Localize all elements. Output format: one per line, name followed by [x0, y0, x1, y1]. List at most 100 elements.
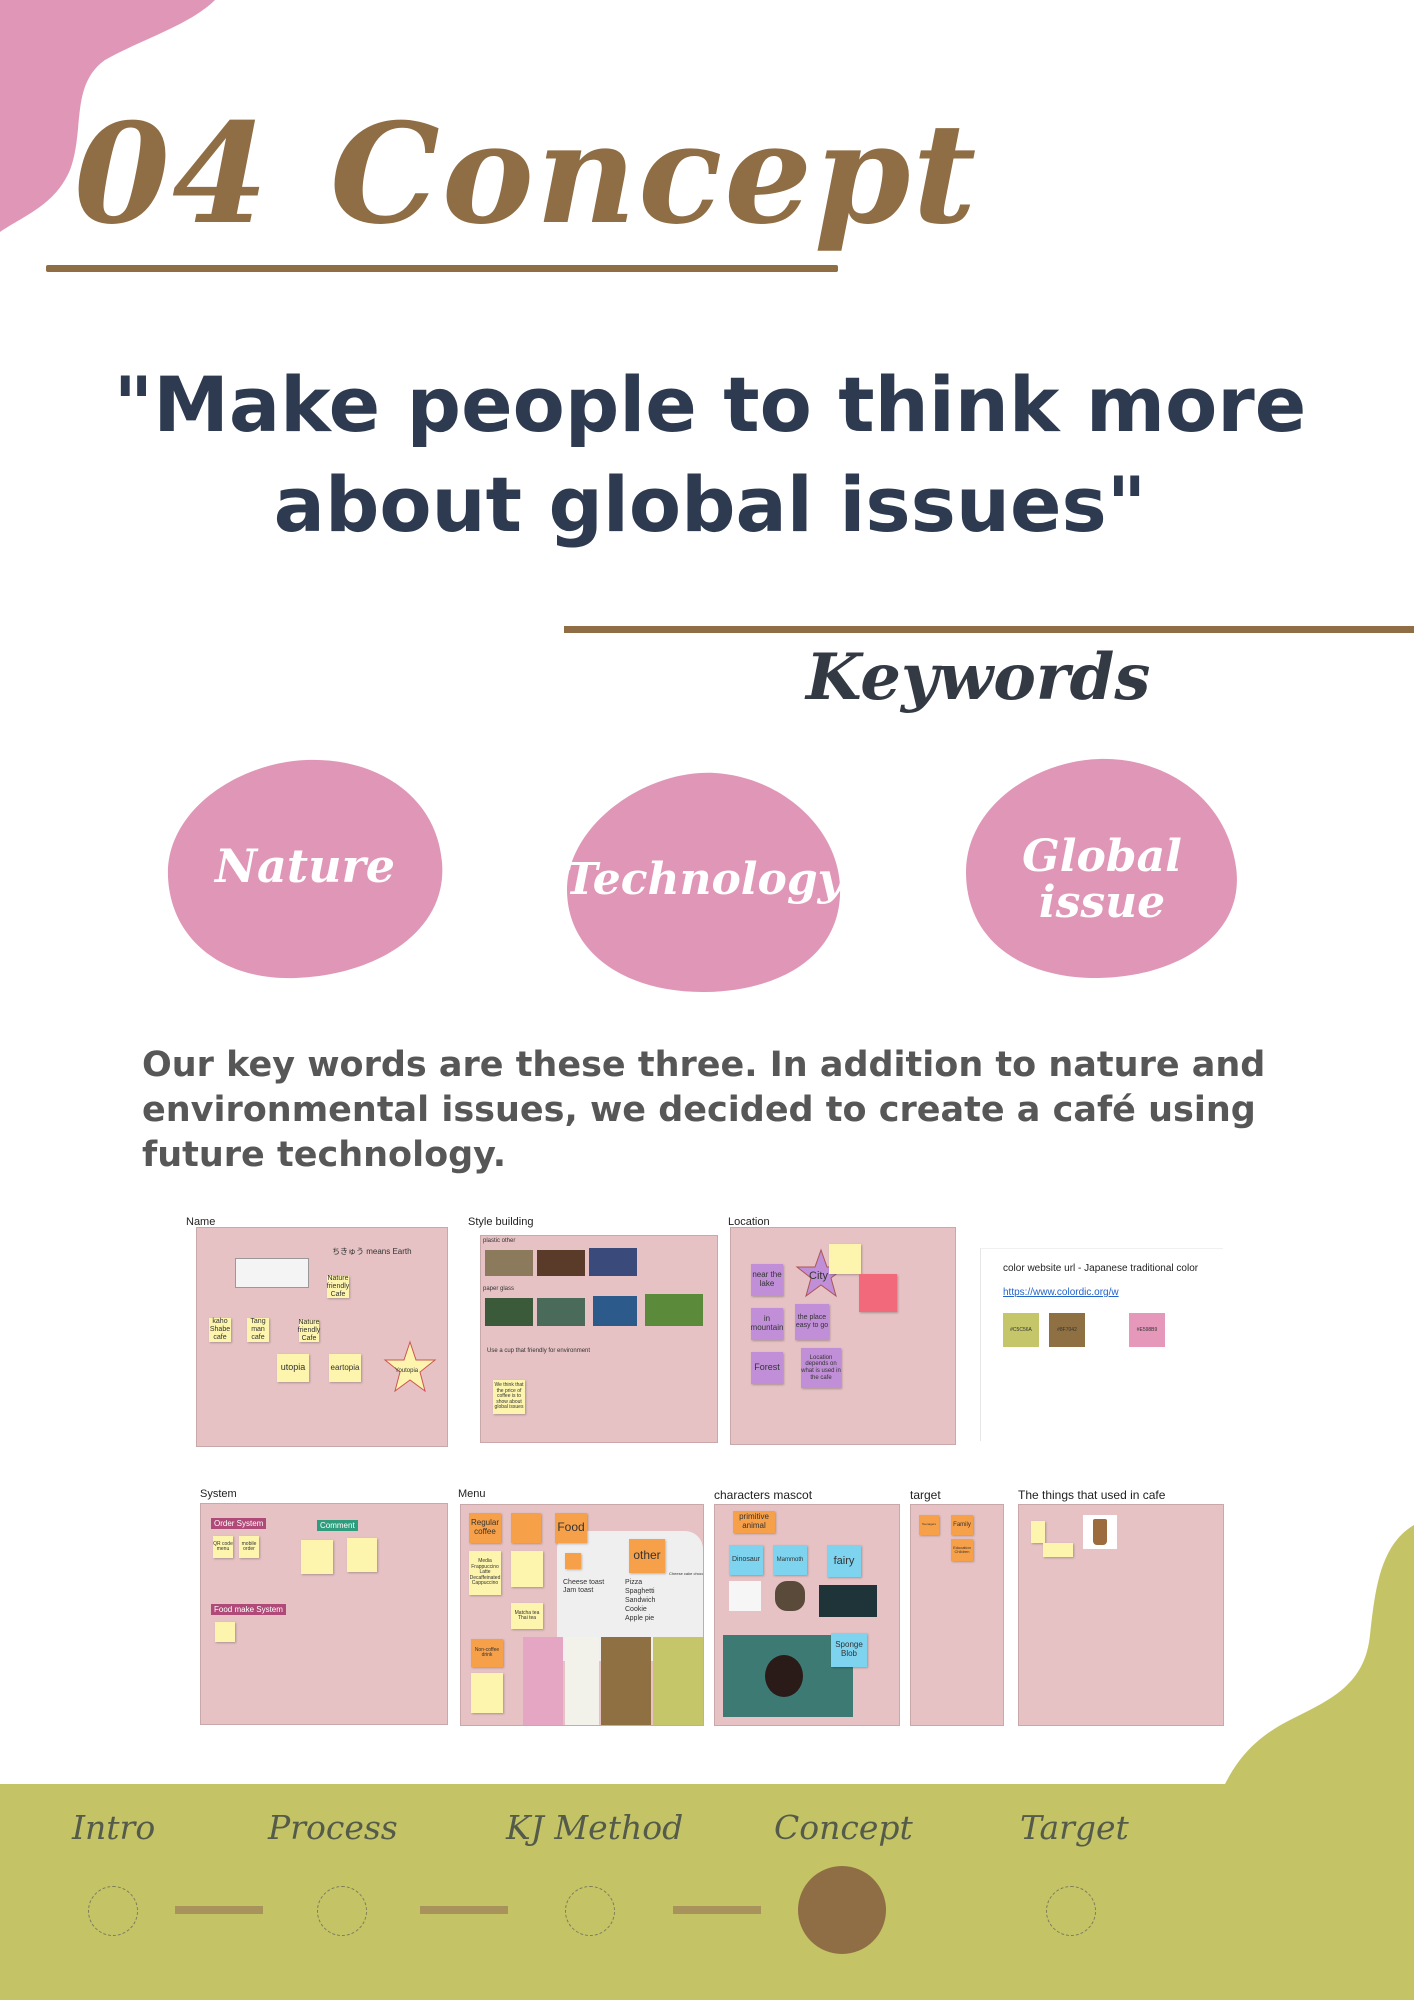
sticky-note: Media Frappuccino Latte Decaffeinated Ca… [469, 1551, 501, 1595]
board-characters: primitive animal Dinosaur Mammoth fairy … [714, 1504, 900, 1726]
photo-thumbnail [485, 1250, 533, 1276]
section-number: 04 [74, 92, 271, 255]
board-location: near the lake City in mountain the place… [730, 1227, 956, 1445]
color-board-label: color website url - Japanese traditional… [1003, 1263, 1199, 1274]
nav-item-process[interactable]: Process [268, 1808, 398, 1847]
menu-food-item: Cheese toast [563, 1579, 605, 1586]
name-board-title-note: ちきゅう means Earth [332, 1247, 412, 1256]
nav-item-concept[interactable]: Concept [774, 1808, 913, 1847]
sticky-note: mobile order [239, 1536, 259, 1558]
menu-sheet [565, 1637, 599, 1725]
menu-other-item: Sandwich [625, 1597, 656, 1604]
sticky-note [1043, 1543, 1073, 1557]
board-label-menu: Menu [458, 1488, 486, 1500]
board-style-building: plastic other paper glass Use a cup that… [480, 1235, 718, 1443]
section-heading: 04 Concept [74, 105, 978, 243]
sticky-note: Non-coffee drink [471, 1639, 503, 1667]
nav-dot-concept-active[interactable] [798, 1866, 886, 1954]
sticky-note: Education Children [951, 1539, 973, 1561]
board-label-target: target [910, 1488, 941, 1502]
sticky-note: other [629, 1539, 665, 1573]
star-label: Youtopia [395, 1368, 419, 1374]
nav-dot-intro[interactable] [88, 1886, 138, 1936]
sticky-note: Teenagers [919, 1515, 939, 1535]
sticky-note [829, 1244, 861, 1274]
sticky-note [859, 1274, 897, 1312]
description-paragraph: Our key words are these three. In additi… [142, 1045, 1266, 1175]
sticky-note [471, 1673, 503, 1713]
menu-sheet [653, 1637, 703, 1725]
nav-dot-target[interactable] [1046, 1886, 1096, 1936]
sticky-note: Sponge Blob [831, 1633, 867, 1667]
color-swatch: #8F7042 [1049, 1313, 1085, 1347]
sticky-note [511, 1513, 541, 1543]
nav-connector [420, 1906, 508, 1914]
photo-thumbnail [485, 1298, 533, 1326]
style-row1-caption: plastic other [483, 1238, 516, 1244]
color-board-url[interactable]: https://www.colordic.org/w [1003, 1287, 1119, 1298]
sticky-note: Matcha tea Thai tea [511, 1603, 543, 1629]
nav-item-intro[interactable]: Intro [72, 1808, 156, 1847]
sticky-note: Family [951, 1515, 973, 1535]
board-label-things: The things that used in cafe [1018, 1488, 1166, 1502]
sticky-note [511, 1551, 543, 1587]
star-label-city: City [809, 1270, 828, 1282]
sticky-note: the place easy to go [795, 1304, 829, 1340]
photo-thumbnail [589, 1248, 637, 1276]
sticky-note: Regular coffee [469, 1513, 501, 1543]
nav-dot-process[interactable] [317, 1886, 367, 1936]
sticky-note [215, 1622, 235, 1642]
coffee-cup [1093, 1519, 1107, 1545]
name-board-screenshot [235, 1258, 309, 1288]
sticky-note [1031, 1521, 1045, 1543]
board-label-location: Location [728, 1216, 770, 1228]
keyword-blob-nature [167, 759, 443, 979]
nav-item-kj-method[interactable]: KJ Method [506, 1808, 684, 1847]
system-tag: Order System [211, 1518, 267, 1529]
sticky-note: eartopia [329, 1354, 361, 1382]
nav-item-target[interactable]: Target [1020, 1808, 1129, 1847]
board-name: ちきゅう means Earth Nature friendly Cafe ka… [196, 1227, 448, 1447]
heading-underline [46, 265, 838, 272]
board-things-used [1018, 1504, 1224, 1726]
nav-dot-kj-method[interactable] [565, 1886, 615, 1936]
photo-thumbnail [537, 1250, 585, 1276]
board-label-style: Style building [468, 1216, 534, 1228]
board-label-system: System [200, 1488, 237, 1500]
style-caption: Use a cup that friendly for environment [487, 1348, 591, 1354]
style-row2-caption: paper glass [483, 1286, 515, 1292]
sticky-note: QR code menu [213, 1536, 233, 1558]
photo-thumbnail [593, 1296, 637, 1326]
section-title: Concept [330, 92, 979, 255]
sticky-note: in mountain [751, 1308, 783, 1340]
character-picture [819, 1585, 877, 1617]
keyword-blob-global-issue [966, 758, 1237, 979]
menu-other-item: Pizza [625, 1579, 643, 1586]
sticky-note: We think that the price of coffee is to … [493, 1380, 525, 1414]
sticky-note [301, 1540, 333, 1574]
sticky-note [347, 1538, 377, 1572]
sticky-note: Food [555, 1513, 587, 1543]
star-shape [383, 1340, 437, 1393]
sticky-note: Nature friendly Cafe [326, 1275, 350, 1298]
photo-thumbnail [645, 1294, 703, 1326]
sticky-note: Mammoth [773, 1545, 807, 1575]
board-system: Order System Comment QR code menu mobile… [200, 1503, 448, 1725]
board-menu: Regular coffee Food other Media Frappucc… [460, 1504, 704, 1726]
character-picture [729, 1581, 761, 1611]
board-target: Teenagers Family Education Children [910, 1504, 1004, 1726]
menu-sheet [523, 1637, 563, 1725]
board-label-name: Name [186, 1216, 216, 1228]
sticky-note: Tang man cafe [247, 1318, 269, 1342]
sticky-note: utopia [277, 1354, 309, 1382]
keywords-title: Keywords [806, 640, 1151, 715]
keyword-nature: Nature [214, 839, 396, 893]
menu-sheet [601, 1637, 651, 1725]
sticky-note: primitive animal [733, 1511, 775, 1533]
footer-bar [0, 1784, 1414, 2000]
menu-other-item: Cookie [625, 1606, 647, 1613]
sticky-note: Dinosaur [729, 1545, 763, 1575]
photo-thumbnail [537, 1298, 585, 1326]
menu-food-item: Jam toast [563, 1587, 594, 1594]
system-tag: Food make System [211, 1604, 286, 1615]
